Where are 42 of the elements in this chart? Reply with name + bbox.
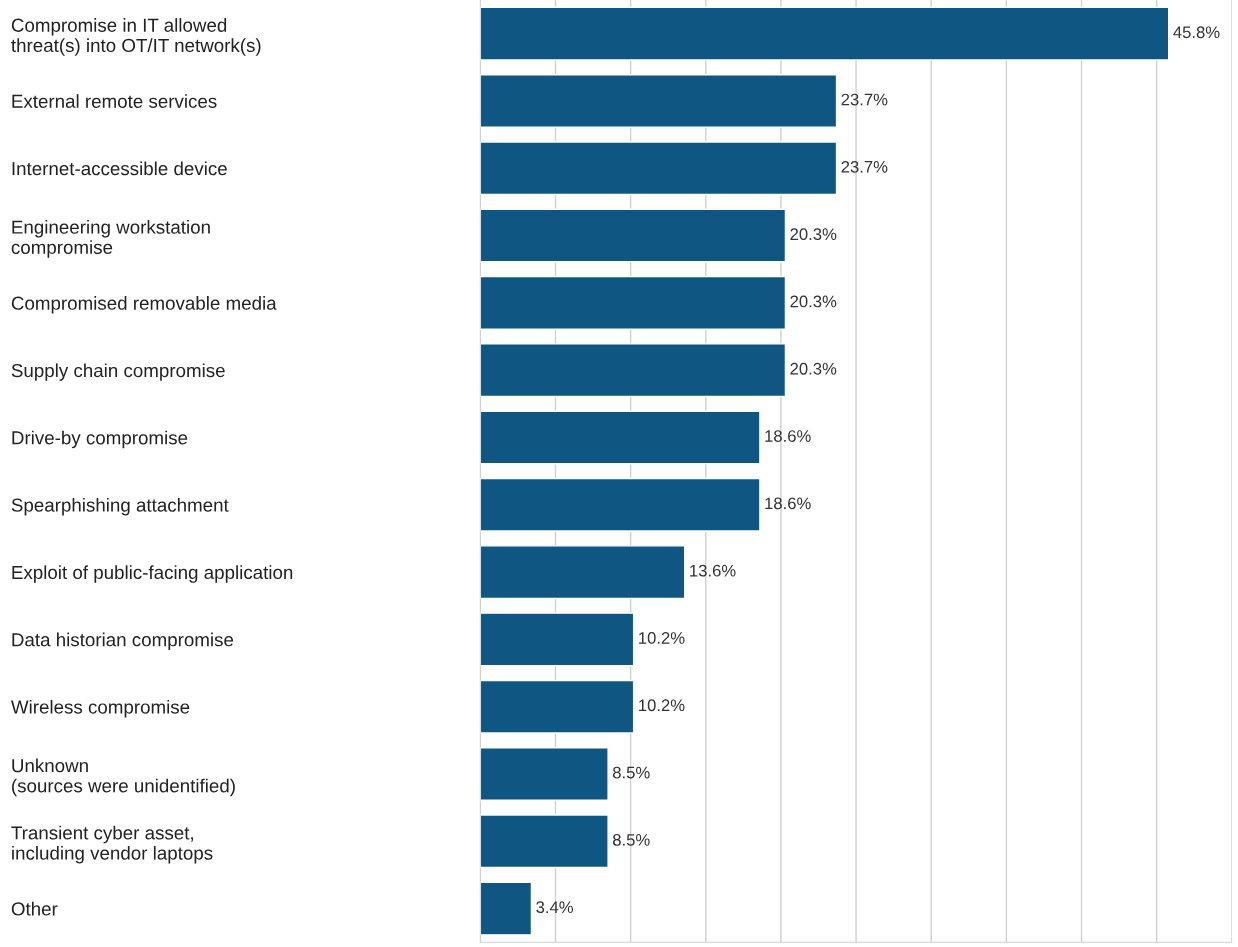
y-tick-label: Data historian compromise xyxy=(12,632,234,651)
bar xyxy=(480,275,787,330)
data-label: 18.6% xyxy=(765,497,811,510)
bar xyxy=(480,410,761,465)
data-label: 20.3% xyxy=(790,228,837,241)
y-tick-label: Transient cyber asset, including vendor laptops xyxy=(11,825,213,864)
y-tick-label: Compromise in IT allowed threat(s) into OT/IT network(s) xyxy=(11,18,261,56)
bar xyxy=(480,6,1170,61)
bar xyxy=(480,477,761,532)
y-tick-label: Supply chain compromise xyxy=(11,363,225,381)
bar xyxy=(480,612,635,667)
y-tick-label: Other xyxy=(11,901,58,916)
data-label: 18.6% xyxy=(765,430,811,442)
data-label: 13.6% xyxy=(690,564,736,577)
y-tick-label: External remote services xyxy=(12,94,217,108)
y-tick-label: Exploit of public-facing application xyxy=(12,565,293,583)
data-label: 3.4% xyxy=(536,901,574,914)
bar xyxy=(480,141,838,196)
data-label: 20.3% xyxy=(790,362,837,375)
y-tick-label: Internet-accessible device xyxy=(12,161,227,176)
bar xyxy=(480,814,609,869)
data-label: 8.5% xyxy=(612,833,650,846)
data-label: 45.8% xyxy=(1173,26,1220,39)
bar xyxy=(480,545,686,600)
y-tick-label: Compromised removable media xyxy=(11,296,277,314)
data-label: 8.5% xyxy=(612,766,650,779)
data-label: 23.7% xyxy=(841,93,888,106)
y-tick-label: Wireless compromise xyxy=(10,699,190,718)
y-tick-label: Unknown (sources were unidentified) xyxy=(12,758,235,797)
bar xyxy=(480,679,635,734)
bar xyxy=(480,74,838,128)
bar xyxy=(480,881,533,936)
bar xyxy=(480,343,787,398)
y-tick-label: Engineering workstation compromise xyxy=(11,220,210,258)
data-label: 20.3% xyxy=(790,295,837,308)
y-tick-label: Drive-by compromise xyxy=(12,430,188,449)
data-label: 10.2% xyxy=(639,632,685,644)
bar xyxy=(480,747,609,801)
data-label: 10.2% xyxy=(639,699,685,712)
bar xyxy=(480,208,787,263)
data-label: 23.7% xyxy=(841,160,888,173)
y-tick-label: Spearphishing attachment xyxy=(11,497,229,516)
